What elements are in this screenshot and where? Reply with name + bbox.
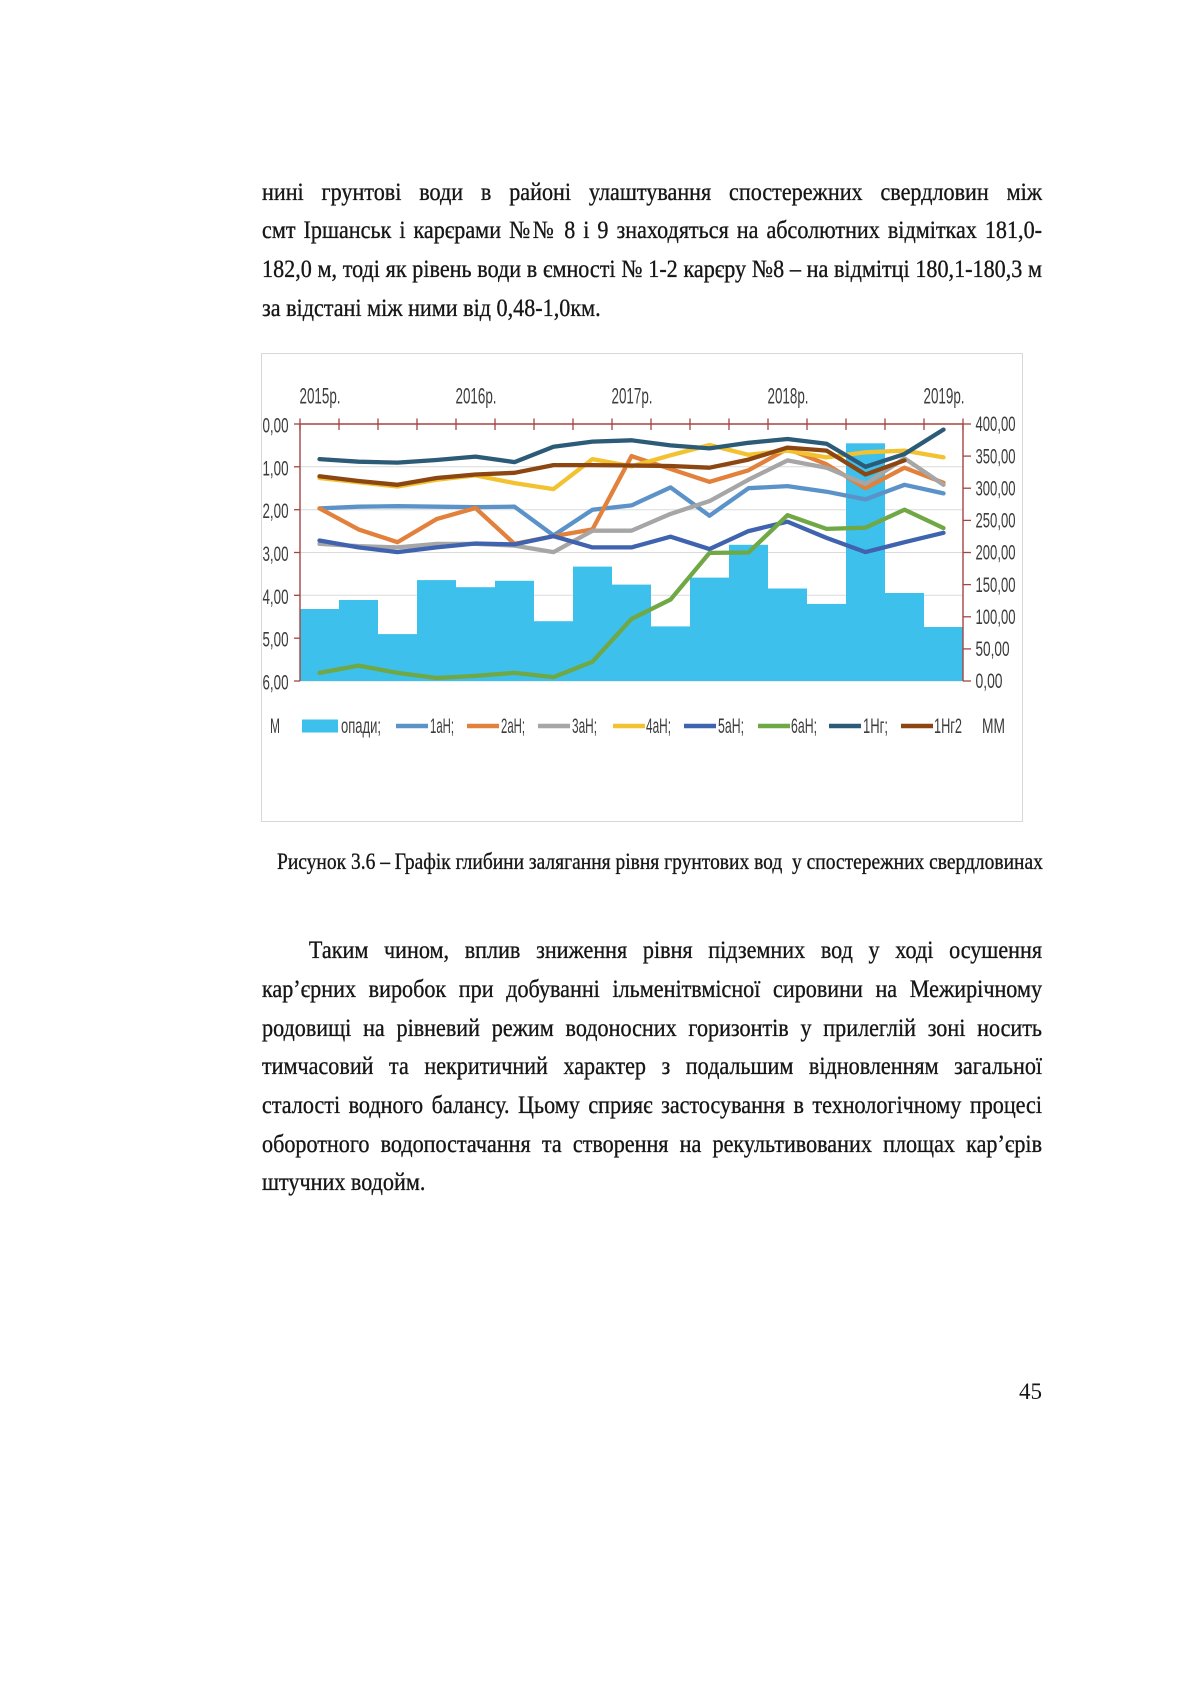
svg-text:5,00: 5,00: [263, 629, 289, 652]
svg-text:350,00: 350,00: [976, 445, 1016, 468]
svg-text:1,00: 1,00: [263, 457, 289, 480]
svg-text:2016р.: 2016р.: [456, 384, 497, 409]
svg-text:2017р.: 2017р.: [612, 384, 653, 409]
svg-text:2,00: 2,00: [263, 500, 289, 523]
svg-text:1Нг2: 1Нг2: [934, 715, 962, 738]
svg-text:1аН;: 1аН;: [430, 715, 454, 738]
svg-text:6аН;: 6аН;: [791, 715, 817, 738]
svg-text:1Нг;: 1Нг;: [863, 715, 888, 738]
svg-text:4аН;: 4аН;: [646, 715, 671, 738]
svg-text:ММ: ММ: [982, 715, 1005, 738]
svg-text:50,00: 50,00: [976, 638, 1010, 661]
svg-text:150,00: 150,00: [976, 574, 1016, 597]
svg-text:100,00: 100,00: [976, 606, 1016, 629]
svg-text:2018р.: 2018р.: [768, 384, 809, 409]
svg-text:200,00: 200,00: [976, 542, 1016, 565]
svg-text:400,00: 400,00: [976, 413, 1016, 436]
svg-text:3аН;: 3аН;: [572, 715, 597, 738]
svg-text:2019р.: 2019р.: [924, 384, 965, 409]
svg-text:300,00: 300,00: [976, 477, 1016, 500]
svg-text:0,00: 0,00: [263, 415, 289, 438]
svg-text:6,00: 6,00: [263, 672, 289, 695]
svg-text:2015р.: 2015р.: [300, 384, 341, 409]
svg-text:0,00: 0,00: [976, 670, 1003, 693]
svg-text:опади;: опади;: [341, 715, 381, 738]
svg-text:М: М: [270, 715, 280, 738]
svg-text:250,00: 250,00: [976, 510, 1016, 533]
svg-text:5аН;: 5аН;: [718, 715, 744, 738]
svg-text:3,00: 3,00: [263, 543, 289, 566]
svg-text:2аН;: 2аН;: [501, 715, 525, 738]
svg-text:4,00: 4,00: [263, 586, 289, 609]
